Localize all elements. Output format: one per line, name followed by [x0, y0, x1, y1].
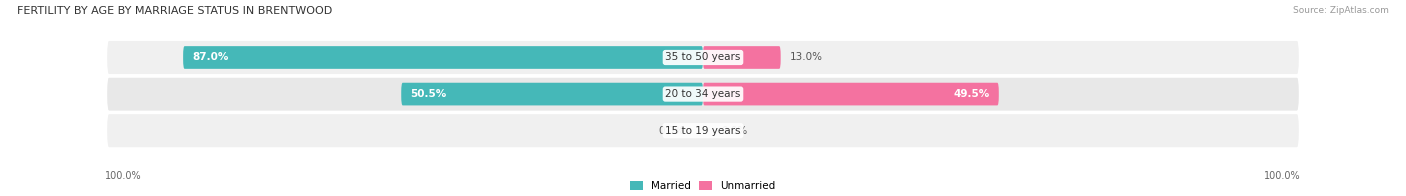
FancyBboxPatch shape	[105, 76, 1301, 112]
Text: 0.0%: 0.0%	[721, 126, 747, 136]
FancyBboxPatch shape	[183, 46, 703, 69]
Text: FERTILITY BY AGE BY MARRIAGE STATUS IN BRENTWOOD: FERTILITY BY AGE BY MARRIAGE STATUS IN B…	[17, 6, 332, 16]
Text: 15 to 19 years: 15 to 19 years	[665, 126, 741, 136]
Legend: Married, Unmarried: Married, Unmarried	[630, 181, 776, 191]
FancyBboxPatch shape	[703, 83, 998, 105]
Text: 35 to 50 years: 35 to 50 years	[665, 53, 741, 63]
Text: 50.5%: 50.5%	[411, 89, 447, 99]
Text: 100.0%: 100.0%	[1264, 171, 1301, 181]
FancyBboxPatch shape	[401, 83, 703, 105]
Text: 13.0%: 13.0%	[790, 53, 823, 63]
Text: 87.0%: 87.0%	[193, 53, 228, 63]
FancyBboxPatch shape	[105, 39, 1301, 76]
FancyBboxPatch shape	[703, 46, 780, 69]
Text: 0.0%: 0.0%	[659, 126, 685, 136]
FancyBboxPatch shape	[105, 112, 1301, 149]
Text: Source: ZipAtlas.com: Source: ZipAtlas.com	[1294, 6, 1389, 15]
Text: 49.5%: 49.5%	[953, 89, 990, 99]
Text: 100.0%: 100.0%	[105, 171, 142, 181]
Text: 20 to 34 years: 20 to 34 years	[665, 89, 741, 99]
